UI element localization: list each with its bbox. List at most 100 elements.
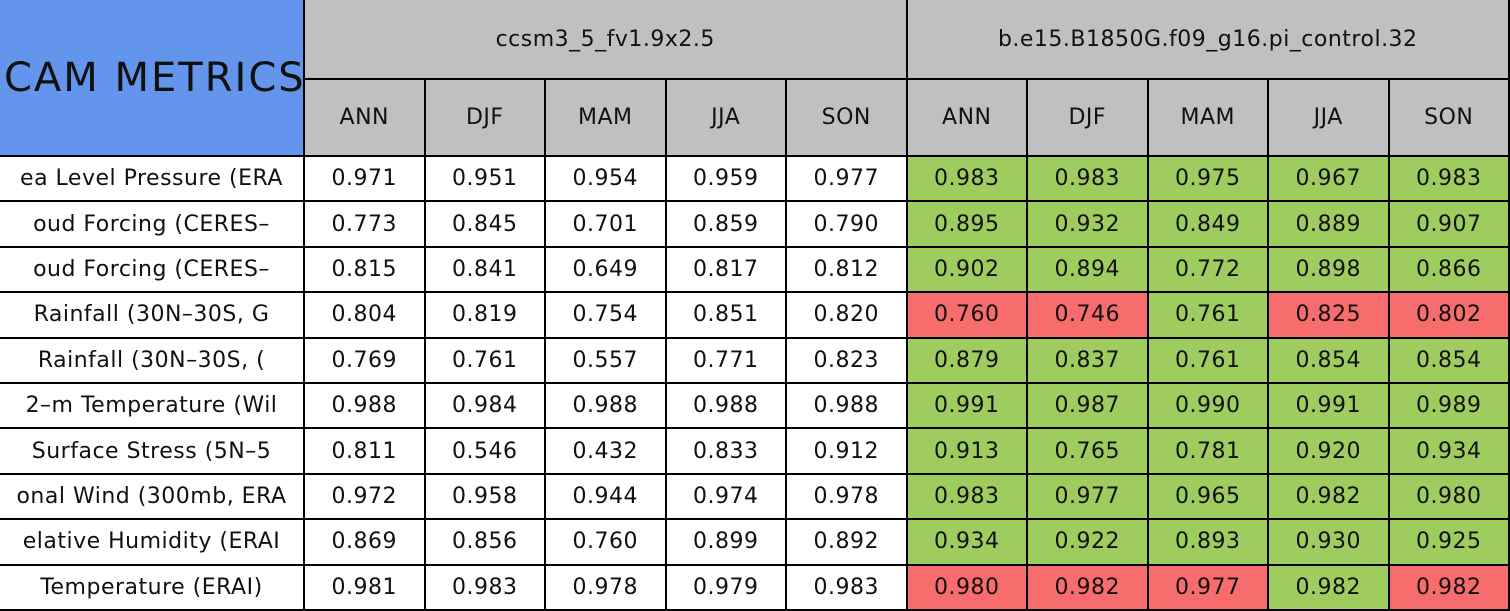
metric-value: 0.895 xyxy=(907,202,1028,248)
season-header: MAM xyxy=(1148,80,1269,157)
metric-value: 0.859 xyxy=(666,202,787,248)
metric-value: 0.804 xyxy=(305,293,426,339)
metric-value: 0.894 xyxy=(1028,247,1149,294)
metric-value: 0.977 xyxy=(1028,474,1149,521)
metric-value: 0.981 xyxy=(305,565,426,611)
metric-value: 0.912 xyxy=(787,429,908,475)
metric-value: 0.820 xyxy=(787,293,908,339)
metric-value: 0.974 xyxy=(666,474,787,521)
metric-value: 0.854 xyxy=(1389,338,1510,384)
metric-value: 0.432 xyxy=(546,429,667,475)
metric-value: 0.851 xyxy=(666,293,787,339)
season-header: SON xyxy=(1389,80,1510,157)
metric-value: 0.972 xyxy=(305,474,426,521)
metric-value: 0.773 xyxy=(305,202,426,248)
metric-value: 0.557 xyxy=(546,338,667,384)
metric-value: 0.754 xyxy=(546,293,667,339)
metric-value: 0.983 xyxy=(907,157,1028,203)
metric-value: 0.841 xyxy=(425,247,546,294)
metric-value: 0.546 xyxy=(425,429,546,475)
metric-value: 0.934 xyxy=(907,520,1028,566)
metric-value: 0.971 xyxy=(305,157,426,203)
metric-value: 0.892 xyxy=(787,520,908,566)
metric-value: 0.790 xyxy=(787,202,908,248)
metric-value: 0.845 xyxy=(425,202,546,248)
metric-value: 0.765 xyxy=(1028,429,1149,475)
metric-value: 0.772 xyxy=(1148,247,1269,294)
metric-value: 0.920 xyxy=(1269,429,1390,475)
metric-value: 0.889 xyxy=(1269,202,1390,248)
table-title: CAM METRICS xyxy=(0,0,305,157)
metric-value: 0.990 xyxy=(1148,383,1269,430)
season-header: ANN xyxy=(907,80,1028,157)
metric-value: 0.760 xyxy=(907,293,1028,339)
metric-value: 0.856 xyxy=(425,520,546,566)
metric-value: 0.930 xyxy=(1269,520,1390,566)
season-header: DJF xyxy=(1028,80,1149,157)
metric-value: 0.899 xyxy=(666,520,787,566)
metric-value: 0.811 xyxy=(305,429,426,475)
metric-value: 0.982 xyxy=(1389,565,1510,611)
metric-value: 0.815 xyxy=(305,247,426,294)
metric-value: 0.988 xyxy=(666,383,787,430)
metric-value: 0.869 xyxy=(305,520,426,566)
metric-value: 0.898 xyxy=(1269,247,1390,294)
season-header: DJF xyxy=(425,80,546,157)
metric-value: 0.802 xyxy=(1389,293,1510,339)
metric-value: 0.812 xyxy=(787,247,908,294)
metric-value: 0.983 xyxy=(787,565,908,611)
metric-value: 0.975 xyxy=(1148,157,1269,203)
metric-value: 0.833 xyxy=(666,429,787,475)
metric-value: 0.991 xyxy=(1269,383,1390,430)
metric-value: 0.989 xyxy=(1389,383,1510,430)
metric-value: 0.959 xyxy=(666,157,787,203)
metric-value: 0.988 xyxy=(305,383,426,430)
metric-value: 0.977 xyxy=(1148,565,1269,611)
metric-value: 0.746 xyxy=(1028,293,1149,339)
metric-value: 0.922 xyxy=(1028,520,1149,566)
metric-value: 0.980 xyxy=(907,565,1028,611)
metric-value: 0.925 xyxy=(1389,520,1510,566)
metric-value: 0.983 xyxy=(907,474,1028,521)
metric-value: 0.977 xyxy=(787,157,908,203)
metric-value: 0.837 xyxy=(1028,338,1149,384)
group-header: b.e15.B1850G.f09_g16.pi_control.32 xyxy=(907,0,1510,80)
metric-value: 0.979 xyxy=(666,565,787,611)
metric-value: 0.893 xyxy=(1148,520,1269,566)
metric-value: 0.866 xyxy=(1389,247,1510,294)
row-label: oud Forcing (CERES– xyxy=(0,202,305,248)
metric-value: 0.819 xyxy=(425,293,546,339)
metric-value: 0.760 xyxy=(546,520,667,566)
metric-value: 0.978 xyxy=(546,565,667,611)
season-header: ANN xyxy=(305,80,426,157)
metric-value: 0.982 xyxy=(1269,565,1390,611)
row-label: ea Level Pressure (ERA xyxy=(0,157,305,203)
metric-value: 0.982 xyxy=(1269,474,1390,521)
row-label: Rainfall (30N–30S, ( xyxy=(0,338,305,384)
metric-value: 0.984 xyxy=(425,383,546,430)
group-header: ccsm3_5_fv1.9x2.5 xyxy=(305,0,908,80)
metric-value: 0.991 xyxy=(907,383,1028,430)
metric-value: 0.982 xyxy=(1028,565,1149,611)
metric-value: 0.902 xyxy=(907,247,1028,294)
row-label: Temperature (ERAI) xyxy=(0,565,305,611)
metric-value: 0.849 xyxy=(1148,202,1269,248)
metric-value: 0.983 xyxy=(1028,157,1149,203)
metric-value: 0.983 xyxy=(425,565,546,611)
metric-value: 0.980 xyxy=(1389,474,1510,521)
metric-value: 0.958 xyxy=(425,474,546,521)
metric-value: 0.761 xyxy=(425,338,546,384)
metric-value: 0.761 xyxy=(1148,293,1269,339)
metric-value: 0.944 xyxy=(546,474,667,521)
row-label: oud Forcing (CERES– xyxy=(0,247,305,294)
metric-value: 0.761 xyxy=(1148,338,1269,384)
metric-value: 0.978 xyxy=(787,474,908,521)
metric-value: 0.781 xyxy=(1148,429,1269,475)
metric-value: 0.823 xyxy=(787,338,908,384)
metric-value: 0.967 xyxy=(1269,157,1390,203)
row-label: 2–m Temperature (Wil xyxy=(0,383,305,430)
row-label: Rainfall (30N–30S, G xyxy=(0,293,305,339)
metric-value: 0.879 xyxy=(907,338,1028,384)
metric-value: 0.701 xyxy=(546,202,667,248)
